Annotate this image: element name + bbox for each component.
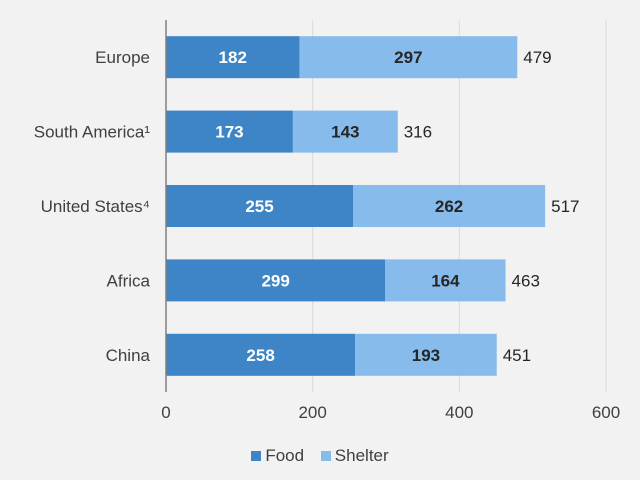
legend: Food Shelter — [0, 446, 640, 466]
bar-segment — [166, 110, 293, 153]
data-label: 173 — [215, 123, 243, 142]
data-label: 164 — [431, 271, 460, 290]
legend-item-food: Food — [251, 446, 304, 466]
bar-segment — [166, 36, 300, 79]
legend-swatch-shelter — [320, 451, 331, 461]
labels: 0 200 400 600 Europe 182 297 479 South America¹ 1… — [34, 48, 620, 422]
legend-label-food: Food — [265, 446, 305, 465]
data-label: 143 — [331, 123, 359, 142]
bar-segment — [299, 36, 518, 79]
total-label: 451 — [503, 346, 531, 365]
data-label: 182 — [219, 48, 247, 67]
total-label: 463 — [512, 271, 540, 290]
data-label: 262 — [435, 197, 463, 216]
total-label: 479 — [523, 48, 551, 67]
x-tick-label: 400 — [445, 403, 473, 422]
x-tick-label: 200 — [298, 403, 326, 422]
x-tick-label: 600 — [592, 403, 620, 422]
category-label: United States⁴ — [41, 197, 150, 216]
stacked-bar-chart: 0 200 400 600 Europe 182 297 479 South America¹ 1… — [34, 20, 620, 422]
category-label: China — [106, 346, 151, 365]
category-label: Europe — [95, 48, 150, 67]
total-label: 517 — [551, 197, 579, 216]
bar-segment — [353, 185, 546, 227]
data-label: 297 — [394, 48, 422, 67]
bar-segment — [166, 259, 386, 302]
data-label: 258 — [246, 346, 274, 365]
legend-swatch-food — [251, 451, 262, 461]
x-tick-label: 0 — [161, 403, 170, 422]
bar-segment — [292, 110, 398, 153]
legend-item-shelter: Shelter — [320, 446, 389, 466]
data-label: 255 — [245, 197, 273, 216]
bar-segment — [166, 185, 353, 227]
bar-segment — [166, 333, 356, 376]
category-label: South America¹ — [34, 123, 151, 142]
category-label: Africa — [107, 271, 151, 290]
bar-segment — [355, 333, 497, 376]
data-label: 299 — [261, 271, 289, 290]
data-label: 193 — [412, 346, 440, 365]
bars — [166, 36, 546, 376]
bar-segment — [385, 259, 506, 302]
total-label: 316 — [404, 123, 432, 142]
legend-label-shelter: Shelter — [334, 446, 389, 465]
